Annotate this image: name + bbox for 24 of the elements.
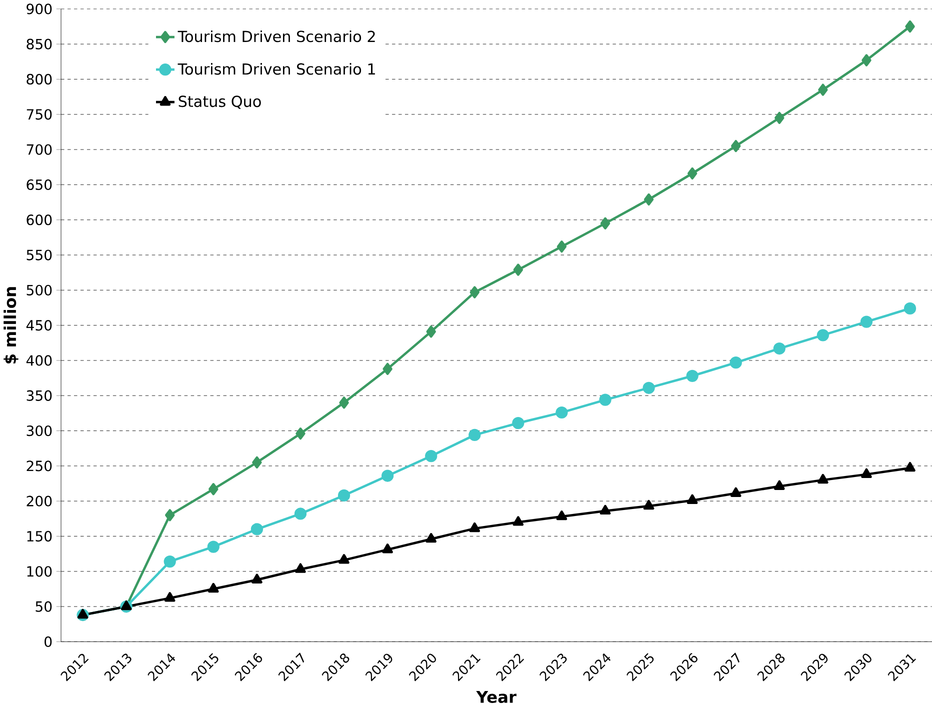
y-tick-label: 900 xyxy=(26,4,52,14)
y-tick-label: 650 xyxy=(26,180,52,190)
y-tick-label: 800 xyxy=(26,74,52,85)
y-tick-label: 250 xyxy=(26,460,52,472)
legend-label: Tourism Driven Scenario 1 xyxy=(178,63,375,75)
y-tick-label: 700 xyxy=(26,144,52,156)
y-tick-label: 450 xyxy=(26,320,52,331)
y-tick-label: 400 xyxy=(26,355,52,366)
y-tick-label: 100 xyxy=(27,566,52,577)
legend-label: Tourism Driven Scenario 2 xyxy=(178,30,375,42)
y-tick-label: 50 xyxy=(36,601,52,612)
legend-label: Status Quo xyxy=(178,96,261,110)
y-tick-label: 350 xyxy=(26,390,52,402)
y-tick-label: 600 xyxy=(26,214,52,226)
y-tick-label: 200 xyxy=(26,496,52,507)
y-tick-label: 750 xyxy=(26,109,52,120)
y-tick-label: 0 xyxy=(44,636,52,648)
y-tick-label: 500 xyxy=(26,285,52,296)
y-tick-label: 550 xyxy=(26,250,52,261)
y-tick-label: 300 xyxy=(26,426,52,436)
y-tick-label: 150 xyxy=(27,531,52,542)
y-tick-label: 850 xyxy=(26,38,52,50)
y-axis-title: $ million xyxy=(4,287,18,364)
x-axis-title: Year xyxy=(476,691,516,704)
